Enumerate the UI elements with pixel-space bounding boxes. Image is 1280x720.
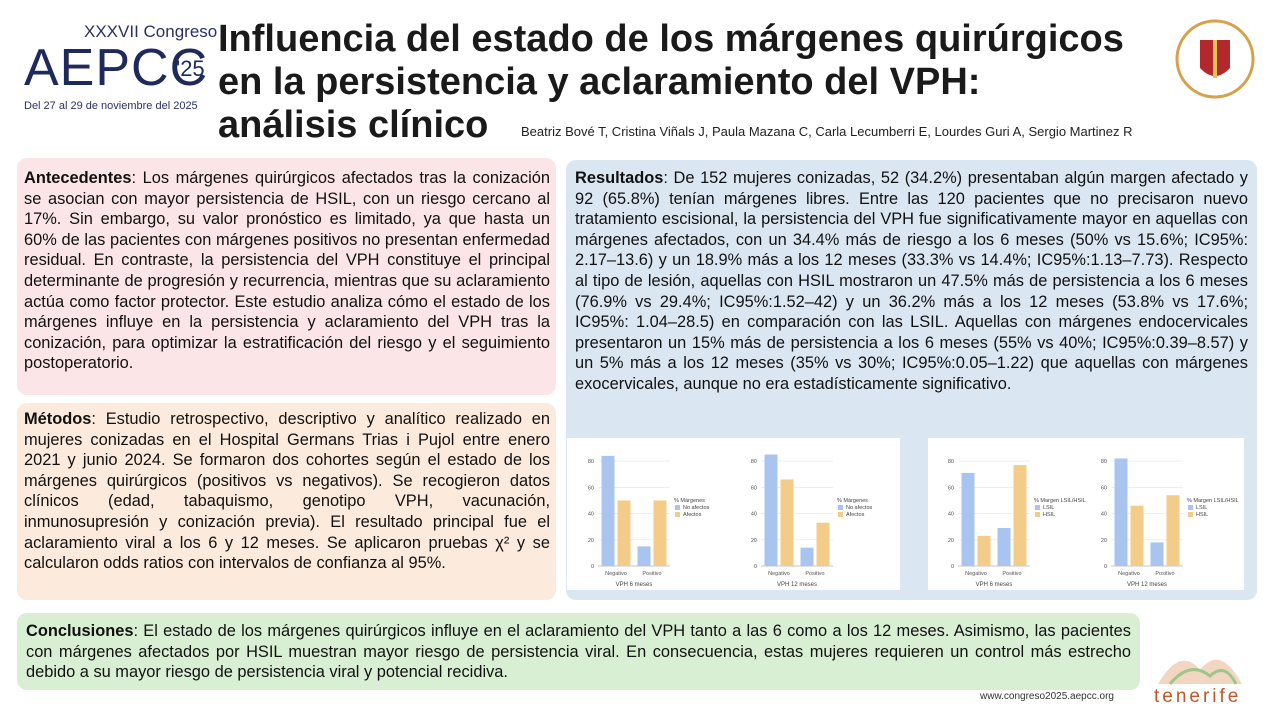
y-tick-label: 40 (948, 512, 954, 518)
y-tick-label: 0 (754, 564, 757, 570)
x-axis-label: VPH 12 meses (1127, 582, 1167, 588)
x-tick-label: Positivo (805, 571, 824, 577)
section-text: : El estado de los márgenes quirúrgicos … (26, 622, 1131, 682)
y-tick-label: 20 (948, 538, 954, 544)
bar (653, 500, 667, 566)
legend-swatch (675, 505, 680, 510)
bar (816, 522, 830, 566)
legend-label: LSIL (1043, 505, 1054, 511)
legend-title: % Márgenes (674, 498, 705, 504)
section-label: Resultados (575, 169, 664, 187)
legend-swatch (1035, 512, 1040, 517)
bar (800, 547, 814, 566)
x-tick-label: Positivo (1155, 571, 1174, 577)
legend-label: HSIL (1043, 512, 1055, 518)
x-axis-label: VPH 12 meses (777, 582, 817, 588)
bar-chart: 0 20 40 60 80 Negativo Positivo VPH 12 meses % M… (751, 454, 873, 588)
legend-swatch (1035, 505, 1040, 510)
legend-label: Afectos (683, 512, 702, 518)
x-axis-label: VPH 6 meses (976, 582, 1013, 588)
x-axis-label: VPH 6 meses (616, 582, 653, 588)
y-tick-label: 60 (1101, 485, 1107, 491)
title-line: en la persistencia y aclaramiento del VP… (218, 61, 981, 103)
legend-label: No afectos (846, 505, 873, 511)
brand-year: '25 (176, 56, 205, 81)
y-tick-label: 60 (948, 485, 954, 491)
section-label: Antecedentes (24, 169, 132, 187)
bar (764, 454, 778, 566)
bar-chart: 0 20 40 60 80 Negativo Positivo VPH 12 meses % M… (1101, 458, 1239, 588)
place-logo (1158, 659, 1242, 685)
bar (1114, 458, 1128, 566)
legend-swatch (838, 505, 843, 510)
y-tick-label: 60 (588, 485, 594, 491)
y-tick-label: 20 (1101, 538, 1107, 544)
y-tick-label: 20 (588, 538, 594, 544)
x-tick-label: Negativo (768, 571, 790, 577)
section-label: Métodos (24, 410, 92, 428)
section-text: : De 152 mujeres conizadas, 52 (34.2%) p… (575, 169, 1248, 393)
y-tick-label: 80 (1101, 459, 1107, 465)
authors: Beatriz Bové T, Cristina Viñals J, Paula… (521, 124, 1133, 139)
y-tick-label: 80 (751, 459, 757, 465)
bar-chart: 0 20 40 60 80 Negativo Positivo VPH 6 meses % Má… (588, 455, 710, 588)
society-logo (1175, 19, 1255, 99)
title-line: análisis clínico (218, 104, 489, 146)
x-tick-label: Positivo (642, 571, 661, 577)
legend-title: % Márgenes (837, 498, 868, 504)
section-text: : Estudio retrospectivo, descriptivo y a… (24, 410, 550, 573)
y-tick-label: 40 (588, 512, 594, 518)
bar (601, 455, 615, 566)
title-line: Influencia del estado de los márgenes qu… (218, 18, 1124, 60)
bar (780, 479, 794, 566)
bar (997, 527, 1011, 566)
y-tick-label: 40 (1101, 512, 1107, 518)
bar (1150, 542, 1164, 566)
bar (977, 535, 991, 566)
bar (1130, 505, 1144, 566)
y-tick-label: 20 (751, 538, 757, 544)
footer-url: www.congreso2025.aepcc.org (980, 691, 1114, 702)
y-tick-label: 40 (751, 512, 757, 518)
x-tick-label: Positivo (1002, 571, 1021, 577)
y-tick-label: 80 (948, 459, 954, 465)
legend-swatch (1188, 512, 1193, 517)
bar (1013, 465, 1027, 566)
legend-title: % Margen LSIL/HSIL (1187, 498, 1239, 504)
congress-label: XXXVII Congreso (84, 22, 218, 41)
legend-swatch (675, 512, 680, 517)
x-tick-label: Negativo (965, 571, 987, 577)
y-tick-label: 0 (591, 564, 594, 570)
logo-hill (1168, 668, 1238, 685)
metodos-box: Métodos: Estudio retrospectivo, descript… (17, 403, 556, 600)
y-tick-label: 60 (751, 485, 757, 491)
legend-label: Afectos (846, 512, 865, 518)
legend-label: HSIL (1196, 512, 1208, 518)
title: Influencia del estado de los márgenes qu… (218, 18, 1124, 147)
legend-title: % Margen LSIL/HSIL (1034, 498, 1086, 504)
section-label: Conclusiones (26, 622, 134, 640)
dates: Del 27 al 29 de noviembre del 2025 (24, 100, 198, 112)
bar (961, 472, 975, 566)
legend-label: No afectos (683, 505, 710, 511)
antecedentes-box: Antecedentes: Los márgenes quirúrgicos a… (17, 158, 556, 395)
y-tick-label: 0 (951, 564, 954, 570)
bar (637, 546, 651, 566)
bar-chart: 0 20 40 60 80 Negativo Positivo VPH 6 meses % Ma… (948, 459, 1086, 588)
x-tick-label: Negativo (1118, 571, 1140, 577)
legend-swatch (838, 512, 843, 517)
bar (617, 500, 631, 566)
legend-label: LSIL (1196, 505, 1207, 511)
conclusiones-box: Conclusiones: El estado de los márgenes … (17, 613, 1140, 690)
section-text: : Los márgenes quirúrgicos afectados tra… (24, 169, 550, 373)
x-tick-label: Negativo (605, 571, 627, 577)
legend-swatch (1188, 505, 1193, 510)
y-tick-label: 80 (588, 459, 594, 465)
bar (1166, 495, 1180, 566)
y-tick-label: 0 (1104, 564, 1107, 570)
place: tenerife (1154, 686, 1242, 707)
brand: AEPCC (24, 39, 209, 97)
